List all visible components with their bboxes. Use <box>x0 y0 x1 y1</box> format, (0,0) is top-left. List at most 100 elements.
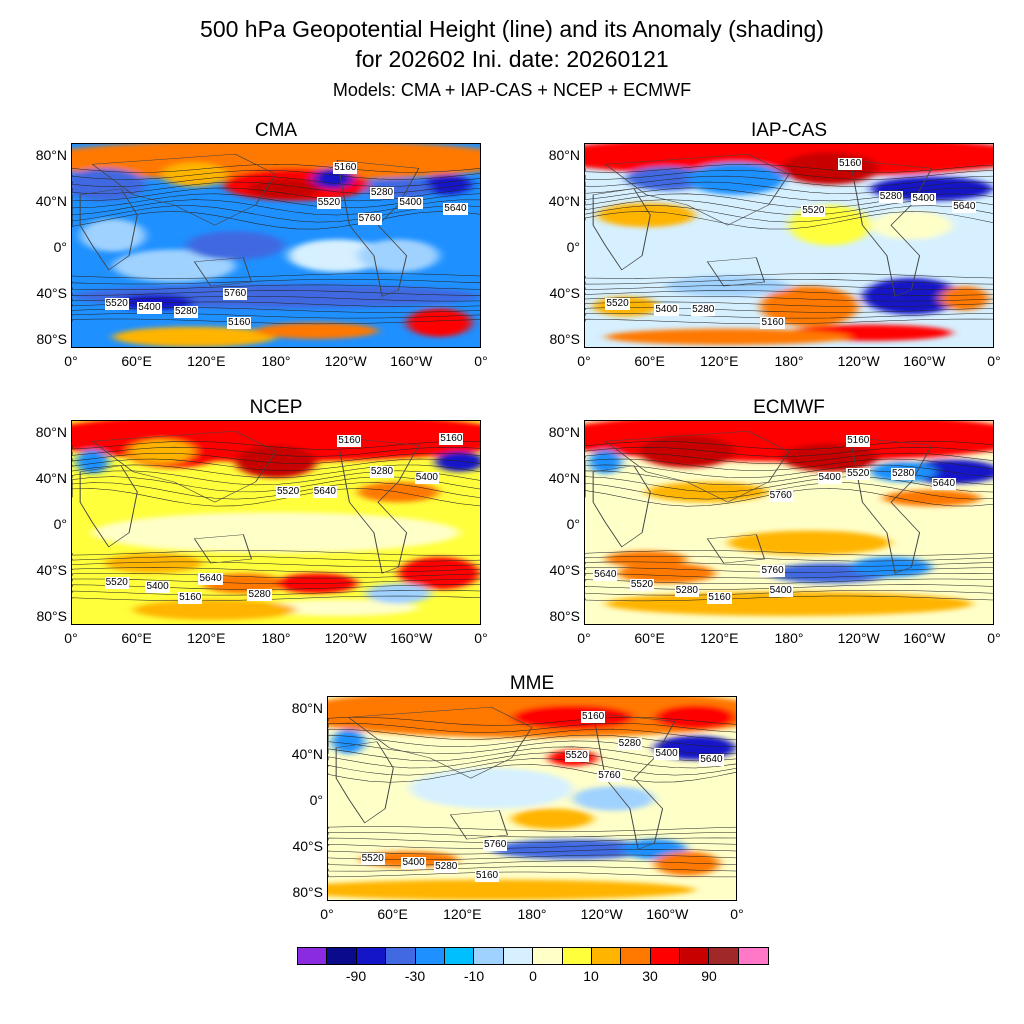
contour-line-north <box>585 482 993 500</box>
contour-line-south <box>328 866 736 872</box>
anomaly-blob <box>760 286 859 327</box>
contour-line-north <box>328 752 736 769</box>
map-panel-iap: 5160 5280 5400 5520 5640 5520 5400 5280 5160 <box>584 143 994 348</box>
x-tick-label: 60°E <box>121 630 152 646</box>
contour-line-south <box>72 550 480 556</box>
contour-line-north <box>72 211 480 230</box>
contour-label: 5400 <box>414 471 439 484</box>
figure-subtitle: Models: CMA + IAP-CAS + NCEP + ECMWF <box>332 80 692 100</box>
contour-label: 5280 <box>674 585 699 598</box>
anomaly-field-cma <box>72 144 480 347</box>
anomaly-blob <box>288 239 387 272</box>
contour-line-north <box>72 464 480 479</box>
coastline-eurasia <box>604 430 790 503</box>
x-tick-label: 160°W <box>903 353 946 369</box>
contour-line-north <box>585 164 993 173</box>
anomaly-blob <box>133 599 297 620</box>
contour-label: 5520 <box>276 485 301 498</box>
contour-line-north <box>585 175 993 187</box>
contour-line-south <box>585 296 993 302</box>
contour-label: 5400 <box>768 585 793 598</box>
contour-label: 5520 <box>104 298 129 311</box>
x-tick-label: 120°E <box>187 630 226 646</box>
colorbar-label: 0 <box>529 968 537 984</box>
anomaly-blob <box>780 152 879 185</box>
y-tick-label: 40°S <box>36 562 67 578</box>
contour-label: 5160 <box>707 591 732 604</box>
colorbar-swatch <box>709 948 739 964</box>
contour-label: 5160 <box>760 316 785 329</box>
contour-label: 5520 <box>360 853 385 866</box>
contour-line-north <box>585 205 993 223</box>
x-tick-label: 60°E <box>121 353 152 369</box>
anomaly-blob <box>511 705 634 730</box>
x-tick-label: 120°W <box>580 906 623 922</box>
contour-label: 5280 <box>878 190 903 203</box>
contour-label: 5760 <box>760 565 785 578</box>
y-tick-label: 40°S <box>549 285 580 301</box>
x-tick-label: 60°E <box>634 353 665 369</box>
contour-line-north <box>72 470 480 486</box>
contour-label: 5520 <box>846 467 871 480</box>
colorbar-swatch <box>356 948 387 964</box>
coastline-eurasia <box>347 706 533 779</box>
anomaly-blob <box>589 449 622 474</box>
colorbar <box>297 947 770 965</box>
contour-line-south <box>585 284 993 290</box>
y-tick-label: 40°N <box>35 193 67 209</box>
anomaly-blob <box>235 445 317 478</box>
colorbar-swatch <box>386 948 416 964</box>
contour-line-north <box>585 452 993 464</box>
coastline-africa <box>592 188 651 271</box>
x-tick-label: 0° <box>730 906 744 922</box>
anomaly-blob <box>882 490 981 507</box>
anomaly-blob <box>727 530 891 555</box>
contour-line-north <box>72 169 480 180</box>
contour-line-north <box>328 728 736 740</box>
anomaly-field-ncep <box>72 421 480 624</box>
coastline-africa <box>335 741 394 824</box>
contour-line-south <box>72 561 480 567</box>
panel-title-mme: MME <box>509 673 555 694</box>
contour-line-north <box>585 464 993 479</box>
contour-label: 5400 <box>654 304 679 317</box>
contour-line-south <box>72 555 480 562</box>
contour-label: 5640 <box>312 485 337 498</box>
colorbar-swatch <box>562 948 592 964</box>
x-tick-label: 120°E <box>700 353 739 369</box>
y-tick-label: 40°N <box>548 470 580 486</box>
contour-line-north <box>72 205 480 223</box>
contour-label: 5400 <box>401 857 426 870</box>
map-panel-mme: 5160 5280 5400 5640 5520 5760 5760 5520 5400 5280… <box>327 696 737 901</box>
y-tick-label: 40°S <box>549 562 580 578</box>
coastline-eurasia <box>604 153 790 226</box>
colorbar-swatch <box>591 948 622 964</box>
contour-line-south <box>328 848 736 855</box>
anomaly-blob <box>605 591 973 616</box>
x-tick-label: 180° <box>517 906 547 922</box>
map-panel-ncep: 5160 5160 5280 5400 5520 5640 5640 5520 5400 5160… <box>71 420 481 625</box>
contour-line-north <box>585 458 993 471</box>
x-tick-label: 160°W <box>390 353 433 369</box>
y-tick-label: 80°N <box>291 700 323 716</box>
contour-label: 5160 <box>439 433 464 446</box>
colorbar-label: -90 <box>345 968 367 984</box>
contour-line-south <box>72 273 480 279</box>
contour-line-north <box>72 488 480 507</box>
x-tick-label: 0° <box>64 353 78 369</box>
contour-line-south <box>585 307 993 313</box>
colorbar-swatch <box>621 948 651 964</box>
coastline-americas <box>849 159 933 297</box>
x-tick-label: 180° <box>261 353 291 369</box>
x-tick-label: 120°W <box>837 353 880 369</box>
colorbar-swatch <box>650 948 681 964</box>
x-tick-label: 0° <box>987 353 1001 369</box>
panel-title-ecmwf: ECMWF <box>753 397 825 418</box>
x-tick-label: 120°E <box>700 630 739 646</box>
contour-label: 5760 <box>222 288 248 301</box>
contour-line-north <box>328 764 736 783</box>
contour-line-south <box>72 290 480 296</box>
contour-label: 5280 <box>434 861 459 874</box>
contour-line-north <box>328 722 736 733</box>
anomaly-blob <box>605 328 851 345</box>
